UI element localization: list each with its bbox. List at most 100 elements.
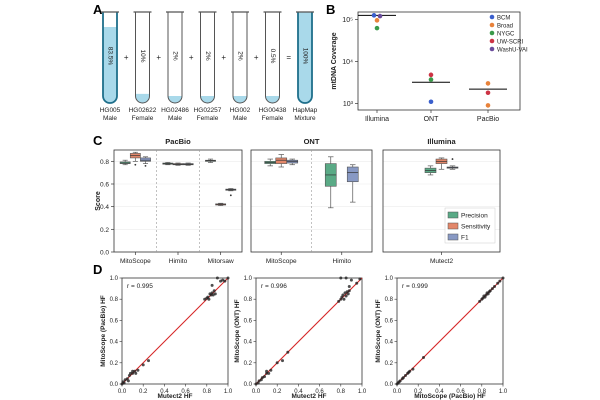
tube-sample-sex: Female xyxy=(197,115,219,122)
legend-swatch xyxy=(447,233,459,241)
hf-point xyxy=(344,294,348,298)
tube-percent: 2% xyxy=(171,51,178,61)
y-tick-label: 0.2 xyxy=(100,227,109,234)
hf-point xyxy=(215,276,219,280)
hf-point xyxy=(134,371,138,375)
tube-sample-name: HG005 xyxy=(100,107,121,114)
coverage-chart: 10³ 10⁴ 10⁵ mtDNA Coverage Illumina ONT PacBio… xyxy=(331,11,528,123)
panel-b-letter: B xyxy=(326,2,335,17)
x-tick-label: Mitorsaw xyxy=(208,258,234,265)
legend-label: F1 xyxy=(461,235,469,242)
x-tick-label: 0.8 xyxy=(478,389,487,395)
x-tick-label: 1.0 xyxy=(358,389,367,395)
x-tick-label: 0.4 xyxy=(160,389,169,395)
y-tick-label: 0.0 xyxy=(110,382,119,388)
x-tick-label: ONT xyxy=(424,116,440,123)
panel-d-letter: D xyxy=(93,262,102,277)
x-tick-label: Mutect2 xyxy=(430,258,454,265)
fit-line xyxy=(255,277,363,385)
coverage-point xyxy=(485,103,491,108)
outlier-point xyxy=(229,194,232,197)
y-tick-label: 10³ xyxy=(343,101,354,108)
tube-percent: 0.5% xyxy=(269,49,276,64)
legend-label: WashU-VAI xyxy=(497,47,528,53)
legend-label: NYGC xyxy=(497,31,515,37)
outlier-point xyxy=(451,158,454,160)
y-tick-label: 0.6 xyxy=(100,182,109,189)
coverage-point xyxy=(428,72,434,78)
correlation-label: r = 0.996 xyxy=(261,283,287,290)
box-sensitivity xyxy=(435,157,448,170)
panel-c-letter: C xyxy=(93,133,103,148)
x-tick-label: Illumina xyxy=(365,116,389,123)
y-tick-label: 0.0 xyxy=(100,250,109,257)
hf-correlation-charts: 0.0 0.0 0.2 0.2 0.4 0.4 0.6 0.6 0.8 0.8 1.0 1.0 r = … xyxy=(100,276,508,400)
x-tick-label: 0.0 xyxy=(252,389,261,395)
tube-sample-sex: Male xyxy=(233,115,247,122)
box-iqr xyxy=(346,166,359,183)
tube-outline xyxy=(135,12,150,104)
x-tick-label: 0.2 xyxy=(414,389,423,395)
legend-label: Precision xyxy=(461,213,488,220)
x-tick-label: MitoScope xyxy=(266,258,297,265)
box-precision xyxy=(424,165,437,176)
coverage-point xyxy=(428,77,434,82)
tube-outline xyxy=(167,12,183,104)
tube-liquid xyxy=(103,27,117,103)
hf-point xyxy=(344,276,348,280)
hf-point xyxy=(265,371,269,375)
y-tick-label: 0.6 xyxy=(244,318,253,324)
hf-scatter-1: 0.00.0 0.2 0.2 0.4 0.4 0.6 0.6 0.8 0.8 1.0 1.0 r = … xyxy=(100,276,233,400)
x-tick-label: MitoScope xyxy=(120,258,151,265)
box-f1 xyxy=(182,162,194,166)
hf-point xyxy=(493,284,497,288)
x-tick-label: 1.0 xyxy=(224,389,233,395)
y-tick-label: 10⁵ xyxy=(342,17,353,24)
hf-point xyxy=(147,359,150,363)
x-tick-label: 0.6 xyxy=(181,389,190,395)
outlier-point xyxy=(144,164,147,167)
coverage-point xyxy=(374,25,380,31)
tube-sample-name: HG00438 xyxy=(259,107,287,114)
hf-point xyxy=(207,297,211,301)
plot-frame xyxy=(121,277,229,385)
tube-sample-name: HG02486 xyxy=(161,107,189,114)
tube-sample-sex: Female xyxy=(132,115,154,122)
legend-swatch xyxy=(447,222,459,230)
box-f1 xyxy=(140,156,151,167)
legend-marker xyxy=(489,46,495,52)
equals-sign: = xyxy=(286,53,291,62)
y-tick-label: 0.8 xyxy=(100,159,109,166)
y-tick-label: 0.0 xyxy=(385,382,394,388)
subplot-title: PacBio xyxy=(165,137,191,146)
hf-point xyxy=(398,379,402,383)
coverage-point xyxy=(485,90,491,96)
y-axis-label: MitoScope (PacBio) HF xyxy=(100,295,107,367)
legend-swatch xyxy=(447,211,459,219)
outlier-point xyxy=(134,163,137,166)
hf-point xyxy=(341,293,345,297)
y-tick-label: 0.2 xyxy=(244,361,253,367)
tube-liquid xyxy=(298,12,312,103)
box-iqr xyxy=(140,157,151,162)
tube-sample-name: HG02257 xyxy=(194,107,222,114)
legend-marker xyxy=(489,22,495,28)
tube-outline xyxy=(200,12,215,104)
plot-frame xyxy=(250,149,373,253)
y-tick-label: 0.4 xyxy=(244,340,253,346)
coverage-point xyxy=(371,13,377,18)
subplot-title: ONT xyxy=(304,137,320,146)
tube-sample-sex: Female xyxy=(262,115,284,122)
y-tick-label: 0.6 xyxy=(385,318,394,324)
x-tick-label: 0.8 xyxy=(203,389,212,395)
plus-sign: + xyxy=(254,53,259,62)
tube-percent: 83.5% xyxy=(106,47,113,66)
hf-point xyxy=(128,371,132,375)
hf-point xyxy=(337,299,341,303)
legend-label: Broad xyxy=(497,23,513,29)
